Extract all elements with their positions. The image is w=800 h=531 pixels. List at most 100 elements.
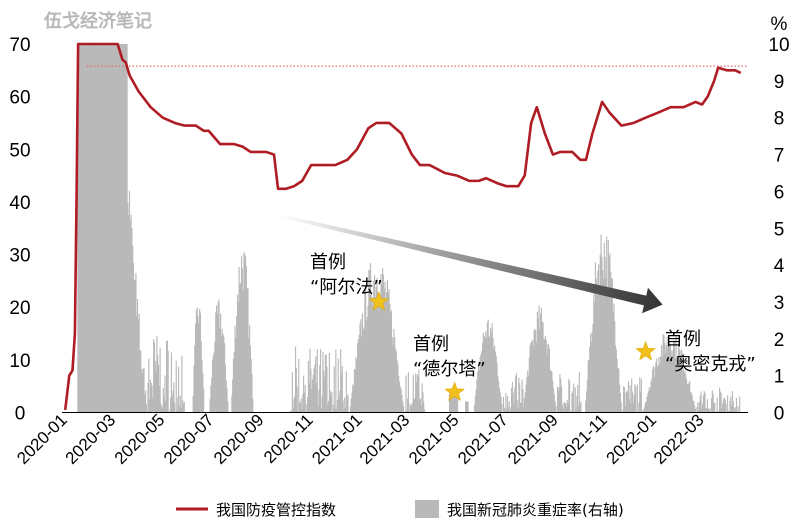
severity-bar — [511, 381, 513, 413]
severity-bar — [148, 358, 150, 413]
severity-bar — [223, 336, 225, 413]
severity-bar — [414, 399, 416, 413]
severity-bar — [393, 329, 395, 413]
severity-bar — [164, 375, 166, 413]
severity-bar — [412, 374, 414, 413]
severity-bar — [600, 234, 602, 413]
severity-bar — [147, 382, 149, 413]
severity-bar — [499, 392, 501, 413]
severity-bar — [304, 385, 306, 413]
severity-bar — [106, 44, 108, 413]
severity-bar — [193, 365, 195, 413]
severity-bar — [297, 411, 299, 413]
severity-bar — [652, 366, 655, 413]
severity-bar — [327, 404, 329, 413]
severity-bar — [527, 375, 530, 413]
severity-bar — [124, 44, 127, 413]
severity-bar — [552, 380, 554, 413]
severity-bar — [86, 44, 88, 413]
severity-bar — [122, 44, 124, 413]
severity-bar — [107, 44, 109, 413]
severity-bar — [339, 390, 341, 413]
severity-bar — [98, 44, 100, 413]
severity-bar — [369, 270, 371, 413]
severity-bar — [177, 397, 179, 413]
severity-bar — [590, 333, 592, 413]
severity-bar — [95, 44, 97, 413]
severity-bar — [116, 44, 118, 413]
severity-bar — [160, 403, 162, 413]
severity-bar — [134, 279, 136, 413]
severity-bar — [303, 375, 305, 413]
severity-bar — [385, 299, 387, 413]
severity-bar — [701, 408, 703, 413]
severity-bar — [220, 336, 222, 413]
severity-bar — [732, 401, 734, 413]
severity-bar — [307, 360, 310, 413]
severity-bar — [132, 263, 135, 413]
severity-bar — [487, 319, 489, 413]
severity-bar — [685, 374, 687, 413]
severity-bar — [126, 44, 128, 413]
severity-bar — [602, 279, 605, 413]
severity-bar — [110, 44, 112, 413]
severity-bar — [308, 383, 310, 413]
severity-bar — [123, 44, 125, 413]
severity-bar — [562, 409, 564, 413]
severity-bar — [172, 391, 174, 413]
severity-bar — [635, 387, 637, 413]
severity-bar — [373, 280, 375, 413]
severity-bar — [660, 345, 663, 413]
severity-bar — [358, 334, 360, 413]
severity-bar — [713, 402, 715, 413]
annotation-label: 首例 — [413, 334, 449, 355]
severity-bar — [85, 44, 87, 413]
severity-bar — [387, 292, 389, 413]
severity-bar — [108, 44, 110, 413]
severity-bar — [627, 392, 629, 413]
severity-bar — [320, 408, 322, 413]
severity-bar — [535, 342, 538, 413]
severity-bar — [97, 44, 99, 413]
severity-bar — [481, 351, 483, 413]
severity-bar — [677, 359, 679, 413]
severity-bar — [565, 403, 567, 413]
severity-bar — [90, 44, 92, 413]
severity-bar — [637, 411, 639, 413]
severity-bar — [667, 348, 669, 413]
severity-bar — [564, 402, 566, 413]
severity-bar — [691, 394, 693, 413]
severity-bar — [644, 402, 646, 413]
severity-bar — [729, 401, 731, 413]
severity-bar — [591, 331, 593, 413]
severity-bar — [361, 336, 363, 413]
severity-bar — [566, 400, 568, 413]
severity-bar — [244, 256, 247, 413]
severity-bar — [619, 384, 621, 413]
severity-bar — [602, 270, 604, 413]
severity-bar — [415, 382, 418, 413]
severity-bar — [166, 340, 168, 413]
severity-bar — [323, 370, 325, 413]
severity-bar — [311, 379, 314, 413]
severity-bar — [340, 373, 343, 413]
severity-bar — [608, 256, 610, 413]
severity-bar — [475, 389, 477, 413]
severity-bar — [513, 404, 515, 413]
left-tick-label: 50 — [9, 140, 30, 161]
right-tick-label: 10 — [768, 35, 789, 56]
severity-bar — [394, 337, 396, 413]
severity-bar — [416, 374, 418, 413]
severity-bar — [484, 337, 486, 413]
severity-bar — [417, 376, 419, 413]
severity-bar — [730, 396, 732, 413]
severity-bar — [570, 410, 572, 413]
severity-bar — [346, 396, 348, 413]
severity-bar — [643, 408, 645, 413]
severity-bar — [375, 286, 377, 413]
severity-bar — [629, 385, 631, 413]
right-tick-label: 6 — [774, 182, 785, 203]
severity-bar — [294, 396, 296, 413]
severity-bar — [384, 281, 386, 413]
severity-bar — [662, 334, 664, 413]
